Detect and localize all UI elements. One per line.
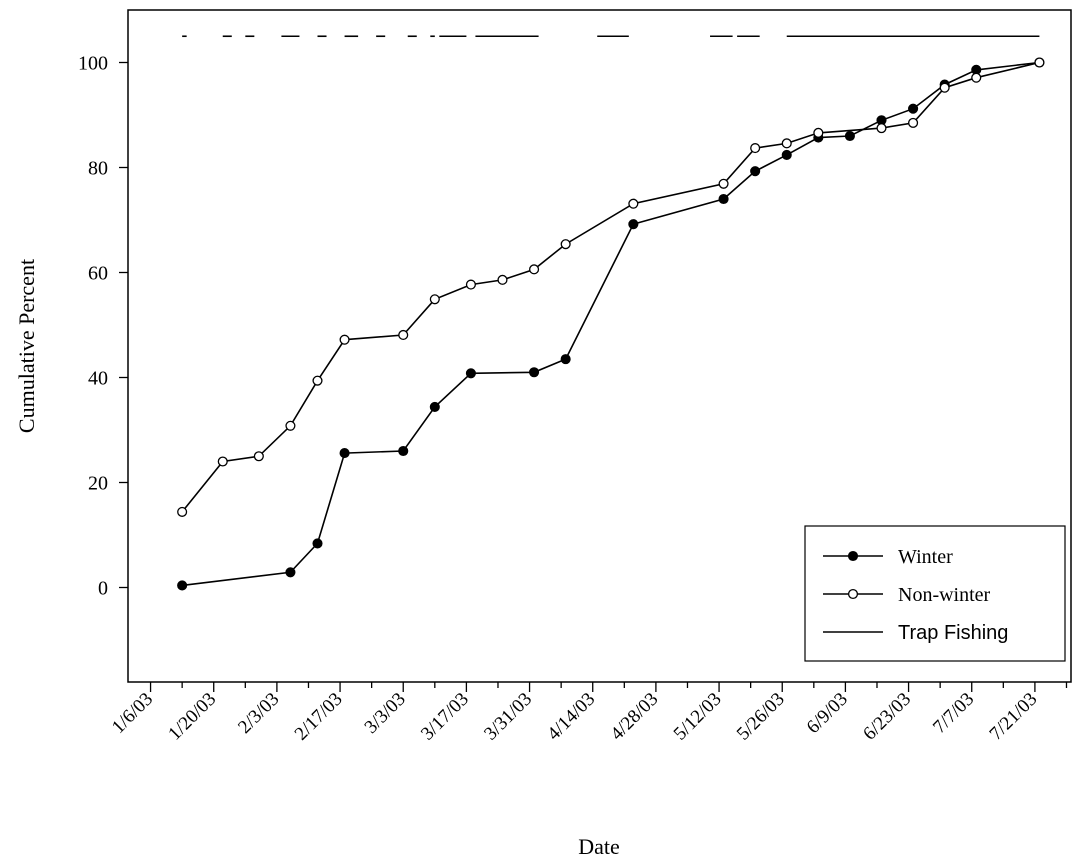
winter-line bbox=[182, 61, 1040, 587]
x-tick-label: 3/31/03 bbox=[480, 689, 536, 745]
winter-point bbox=[750, 166, 761, 177]
winter-point bbox=[781, 149, 792, 160]
x-tick-label: 1/20/03 bbox=[164, 689, 220, 745]
non-winter-point bbox=[718, 178, 729, 189]
winter-point bbox=[398, 445, 409, 457]
x-tick-label: 6/9/03 bbox=[803, 689, 852, 738]
x-axis-label: Date bbox=[578, 834, 620, 859]
non-winter-point bbox=[285, 420, 296, 431]
y-tick-label: 40 bbox=[88, 368, 108, 390]
y-axis-label: Cumulative Percent bbox=[14, 259, 39, 433]
non-winter-point bbox=[465, 279, 476, 290]
y-tick-label: 60 bbox=[88, 263, 108, 285]
x-tick-label: 4/28/03 bbox=[607, 689, 663, 745]
winter-point bbox=[312, 538, 323, 549]
non-winter-point bbox=[750, 143, 761, 154]
non-winter-point bbox=[908, 117, 919, 128]
legend: Winter Non-winter Trap Fishing bbox=[804, 525, 1066, 662]
legend-label-trap-fishing: Trap Fishing bbox=[898, 622, 1008, 644]
legend-marker-winter bbox=[847, 550, 859, 562]
x-tick-label: 4/14/03 bbox=[543, 689, 599, 745]
legend-label-winter: Winter bbox=[898, 546, 953, 568]
winter-point bbox=[177, 580, 188, 591]
winter-point bbox=[285, 567, 296, 578]
winter-point bbox=[560, 354, 571, 365]
legend-marker-non-winter bbox=[847, 588, 859, 600]
non-winter-point bbox=[560, 239, 571, 250]
x-tick-label: 1/6/03 bbox=[108, 689, 157, 738]
non-winter-point bbox=[312, 375, 323, 386]
x-tick-label: 7/21/03 bbox=[986, 689, 1042, 745]
plot-frame bbox=[127, 9, 1072, 683]
non-winter-line bbox=[181, 61, 1040, 513]
x-tick-label: 5/26/03 bbox=[733, 689, 789, 745]
x-tick-label: 7/7/03 bbox=[929, 689, 978, 738]
non-winter-point bbox=[217, 456, 228, 467]
x-tick-label: 2/17/03 bbox=[291, 689, 347, 745]
y-axis: 0 20 40 60 80 100 bbox=[78, 53, 128, 600]
x-tick-label: 3/17/03 bbox=[417, 689, 473, 745]
non-winter-point bbox=[781, 138, 792, 149]
non-winter-point bbox=[398, 329, 409, 341]
y-tick-label: 80 bbox=[88, 158, 108, 180]
x-tick-label: 3/3/03 bbox=[361, 689, 410, 738]
winter-point bbox=[429, 401, 440, 412]
winter-point bbox=[628, 219, 639, 230]
non-winter-point bbox=[971, 72, 982, 83]
non-winter-point bbox=[1034, 57, 1045, 68]
legend-label-non-winter: Non-winter bbox=[898, 584, 991, 606]
winter-point bbox=[529, 367, 540, 378]
data-series bbox=[177, 57, 1045, 591]
winter-point bbox=[908, 103, 919, 114]
x-tick-label: 6/23/03 bbox=[859, 689, 915, 745]
non-winter-point bbox=[429, 294, 440, 305]
non-winter-point bbox=[813, 127, 824, 138]
x-tick-label: 2/3/03 bbox=[234, 689, 283, 738]
y-tick-label: 0 bbox=[98, 578, 108, 600]
winter-point bbox=[339, 448, 350, 459]
non-winter-point bbox=[253, 451, 264, 462]
x-tick-label: 5/12/03 bbox=[670, 689, 726, 745]
winter-point bbox=[465, 368, 476, 379]
non-winter-point bbox=[497, 274, 508, 285]
y-tick-label: 20 bbox=[88, 473, 108, 495]
non-winter-point bbox=[529, 264, 540, 275]
y-tick-label: 100 bbox=[78, 53, 108, 75]
non-winter-point bbox=[177, 506, 188, 517]
non-winter-point bbox=[339, 334, 350, 345]
non-winter-point bbox=[876, 123, 887, 134]
non-winter-point bbox=[628, 198, 639, 209]
non-winter-point bbox=[939, 82, 950, 93]
x-axis: 1/6/03 1/20/03 2/3/03 2/17/03 3/3/03 3/17/03 3… bbox=[108, 682, 1068, 745]
winter-point bbox=[844, 130, 855, 142]
winter-point bbox=[718, 193, 729, 205]
